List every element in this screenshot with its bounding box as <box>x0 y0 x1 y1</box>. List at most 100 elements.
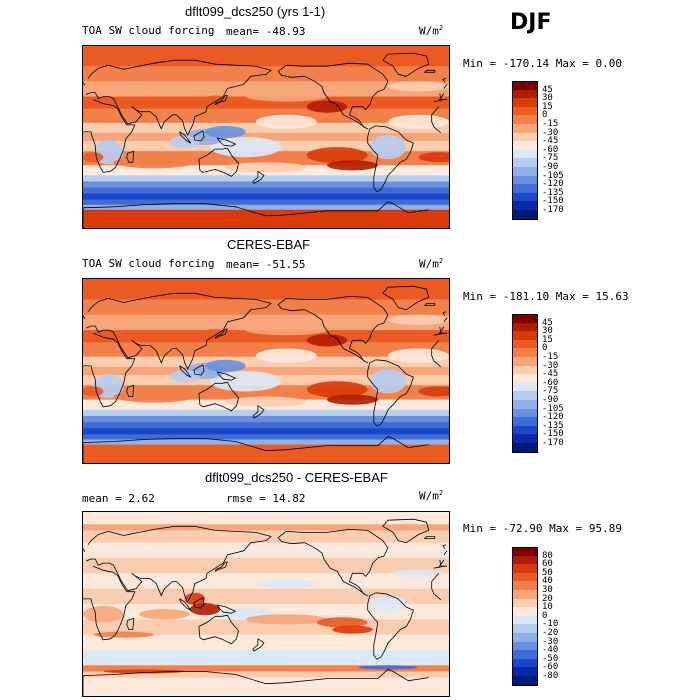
coastline-africa <box>83 332 136 408</box>
colorbar-tick-label: 15 <box>542 334 553 345</box>
coastline-new-zealand <box>252 638 265 652</box>
panel-3-minmax: Min = -72.90 Max = 95.89 <box>463 522 622 535</box>
colorbar-tick-label: -135 <box>542 187 564 198</box>
colorbar-tick-label: -170 <box>542 438 564 448</box>
panel-2-map <box>82 278 450 464</box>
colorbar-swatch <box>512 210 538 220</box>
coastline-eurasia <box>438 93 445 101</box>
coastline-new-guinea <box>216 604 236 614</box>
colorbar-swatch <box>512 348 538 357</box>
colorbar-tick-label: -80 <box>542 671 559 681</box>
coastline-uk <box>442 78 447 83</box>
colorbar-tick-label: 45 <box>542 84 553 95</box>
panel-3-units: W/m2 <box>419 489 444 503</box>
colorbar-swatch <box>512 615 538 625</box>
colorbar-swatch <box>512 201 538 210</box>
coastline-eurasia <box>439 93 447 100</box>
colorbar-tick-label: -45 <box>542 136 559 147</box>
coastline-greenland <box>382 285 430 311</box>
coastline-south-america <box>367 359 414 427</box>
coastline-new-zealand <box>252 171 265 184</box>
colorbar-swatch <box>512 167 538 176</box>
coastline-new-guinea <box>216 371 236 381</box>
colorbar-tick-label: -50 <box>542 653 559 664</box>
coastline-australia <box>198 614 239 645</box>
colorbar-tick-label: -15 <box>542 352 559 362</box>
colorbar-swatch <box>512 106 538 116</box>
season-label: DJF <box>510 10 552 35</box>
colorbar-swatch <box>512 434 538 443</box>
colorbar-tick-label: -75 <box>542 386 559 397</box>
panel-2-title: CERES-EBAF <box>227 237 311 252</box>
coastline-south-america <box>367 592 414 660</box>
coastline-eurasia <box>85 59 272 136</box>
panel-3-title: dflt099_dcs250 - CERES-EBAF <box>205 470 388 485</box>
panel-1-mean: mean= -48.93 <box>226 25 306 38</box>
colorbar-swatch <box>512 149 538 159</box>
colorbar-swatch <box>512 590 538 599</box>
colorbar-swatch <box>512 192 538 202</box>
coastline-north-america <box>277 62 389 130</box>
colorbar-swatch <box>512 314 538 324</box>
coastline-iceland <box>424 69 436 73</box>
panel-3-rmse: rmse = 14.82 <box>226 492 306 505</box>
colorbar-swatch <box>512 374 538 383</box>
map-svg <box>83 46 449 228</box>
coastline-north-america <box>277 529 389 597</box>
coastline-eurasia <box>443 317 448 323</box>
coastline-africa <box>83 99 136 173</box>
colorbar-swatch <box>512 400 538 409</box>
colorbar-tick-label: -90 <box>542 162 559 172</box>
panel-3-mean: mean = 2.62 <box>82 492 155 505</box>
coastline-sumatra <box>179 598 192 611</box>
coastline-africa <box>431 340 442 368</box>
colorbar-tick-label: 0 <box>542 610 548 621</box>
coastline-borneo <box>193 597 205 609</box>
coastline-australia <box>198 381 239 412</box>
coastline-sumatra <box>179 365 192 378</box>
colorbar-tick-label: -135 <box>542 420 564 431</box>
panel-1-field: TOA SW cloud forcing <box>82 24 215 37</box>
coastline-japan <box>214 95 228 105</box>
colorbar-tick-label: -30 <box>542 127 559 138</box>
map-svg <box>83 279 449 463</box>
colorbar-tick-label: -150 <box>542 429 564 440</box>
colorbar-swatch <box>512 607 538 616</box>
coastline-eurasia <box>438 559 445 568</box>
colorbar-tick-label: -30 <box>542 360 559 371</box>
colorbar-swatch <box>512 339 538 349</box>
colorbar-swatch <box>512 141 538 150</box>
coastline-uk <box>442 544 447 550</box>
coastline-iceland <box>424 536 436 539</box>
colorbar-tick-label: 30 <box>542 326 553 337</box>
coastline-greenland <box>382 52 430 77</box>
colorbar-tick-label: 30 <box>542 585 553 595</box>
colorbar-swatch <box>512 382 538 392</box>
colorbar-swatch <box>512 417 538 426</box>
colorbar-swatch <box>512 365 538 375</box>
coastline-eurasia <box>439 326 447 334</box>
coastline-australia <box>198 147 239 177</box>
colorbar-swatch <box>512 425 538 435</box>
coastline-africa <box>83 565 136 641</box>
colorbar-tick-label: 40 <box>542 576 553 587</box>
panel-1-units: W/m2 <box>419 24 444 38</box>
colorbar-swatch <box>512 81 538 91</box>
coastline-north-america <box>277 296 389 364</box>
panel-2-colorbar: 45 30 15 0 -15 -30 -45 -60 -75 -90 -105 -120 -135 -15… <box>512 314 592 454</box>
coastline-antarctica <box>83 201 429 217</box>
coastline-south-america <box>367 125 414 192</box>
colorbar-tick-label: 10 <box>542 602 553 613</box>
colorbar-swatch <box>512 564 538 573</box>
coastline-japan <box>214 328 228 339</box>
panel-2-units: W/m2 <box>419 257 444 271</box>
colorbar-tick-label: -120 <box>542 412 564 423</box>
coastline-uk <box>83 315 86 320</box>
coastline-new-zealand <box>252 405 265 419</box>
colorbar-tick-label: 20 <box>542 593 553 604</box>
colorbar-swatch <box>512 443 538 453</box>
panel-1-title: dflt099_dcs250 (yrs 1-1) <box>185 4 326 19</box>
coastline-iceland <box>424 303 436 306</box>
colorbar-tick-label: -60 <box>542 144 559 155</box>
colorbar-swatch <box>512 624 538 633</box>
